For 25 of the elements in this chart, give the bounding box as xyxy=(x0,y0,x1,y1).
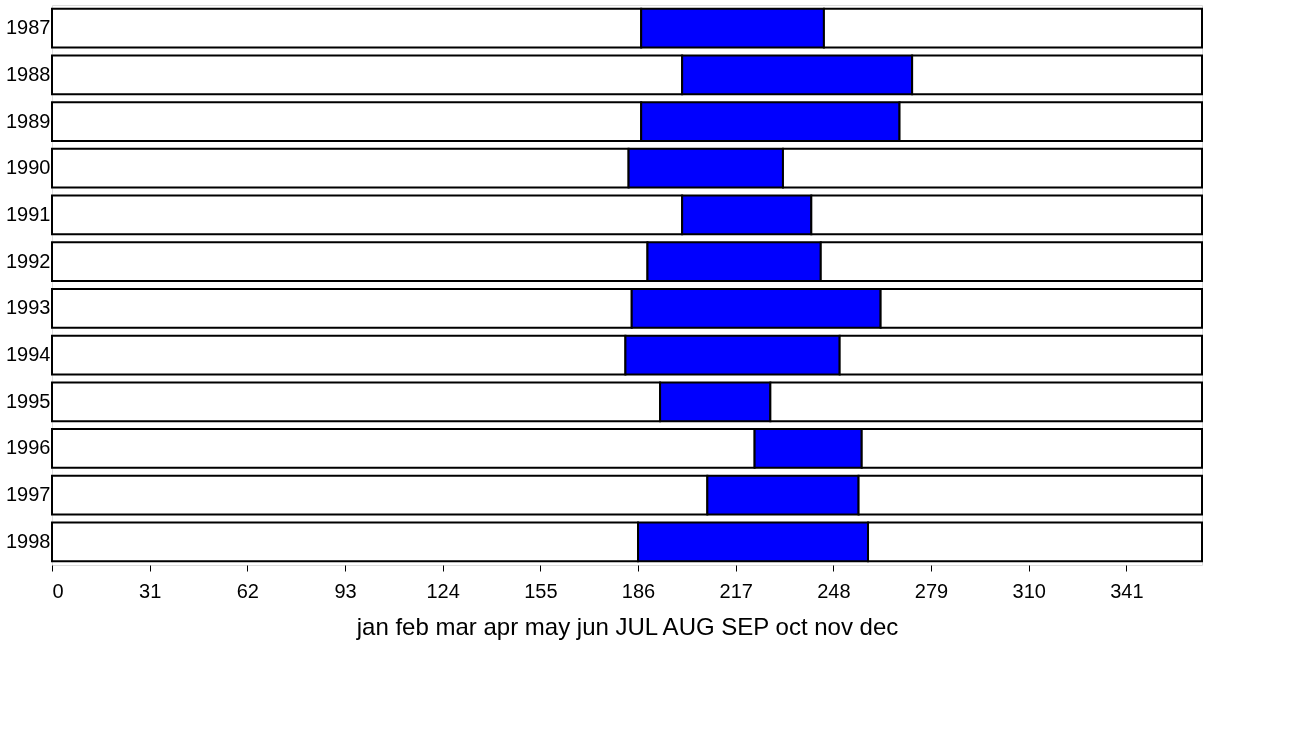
y-tick-label: 1990 xyxy=(6,156,51,179)
y-tick-label: 1987 xyxy=(6,16,51,39)
x-tick-label: 248 xyxy=(817,579,851,602)
x-tick-label: 0 xyxy=(52,579,64,602)
y-tick-label: 1995 xyxy=(6,389,51,412)
y-tick-label: 1994 xyxy=(6,343,51,366)
y-tick-label: 1988 xyxy=(6,62,51,85)
x-tick-label: 310 xyxy=(1012,579,1046,602)
x-tick-label: 31 xyxy=(139,579,162,602)
y-tick-label: 1998 xyxy=(6,529,51,552)
x-tick-label: 155 xyxy=(524,579,558,602)
x-tick-label: 186 xyxy=(621,579,656,602)
y-tick-label: 1989 xyxy=(6,109,51,132)
y-tick-label: 1992 xyxy=(6,249,51,272)
x-tick-label: 279 xyxy=(914,579,949,602)
y-tick-label: 1996 xyxy=(6,436,51,459)
x-tick-label: 93 xyxy=(334,579,357,602)
x-tick-label: 124 xyxy=(426,579,460,602)
x-axis-title: jan feb mar apr may jun JUL AUG SEP oct nov dec xyxy=(355,612,899,640)
x-tick-label: 62 xyxy=(236,579,259,602)
x-tick-label: 341 xyxy=(1110,579,1144,602)
y-tick-label: 1993 xyxy=(6,296,51,319)
y-tick-label: 1997 xyxy=(6,483,51,506)
y-tick-label: 1991 xyxy=(6,202,51,225)
x-tick-label: 217 xyxy=(719,579,753,602)
